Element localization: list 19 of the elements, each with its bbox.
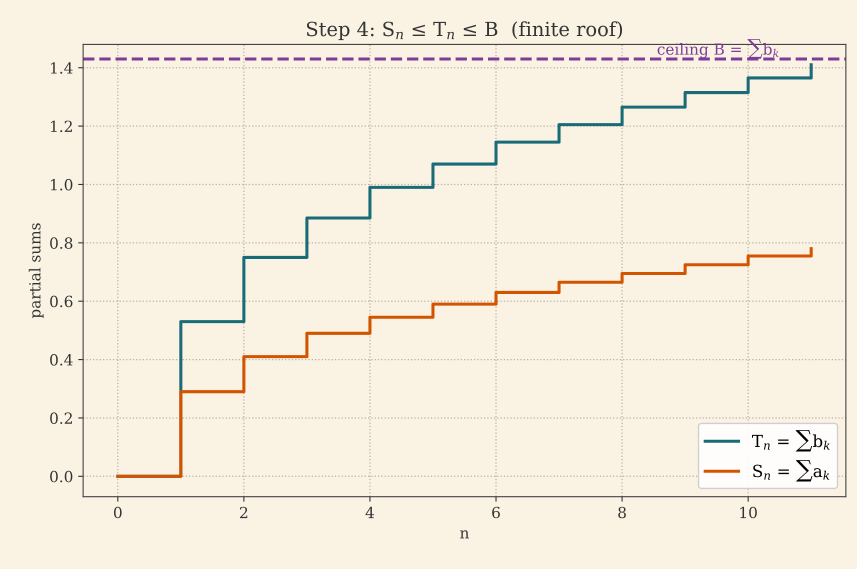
x-tick-label: 0 (114, 506, 122, 518)
legend-label: T$_{n}$ = ∑b$_{k}$ (752, 430, 830, 452)
y-tick-label: 1.2 (50, 120, 72, 132)
x-tick-label: 10 (740, 506, 757, 518)
x-tick-label: 4 (366, 506, 374, 518)
y-tick-label: 1.0 (50, 178, 72, 190)
y-tick-label: 0.6 (50, 296, 72, 308)
x-tick-label: 8 (618, 506, 626, 518)
y-tick-label: 0.2 (50, 412, 72, 424)
y-tick-label: 1.4 (50, 62, 73, 74)
x-tick-label: 6 (492, 506, 500, 518)
y-tick-label: 0.0 (50, 470, 72, 482)
y-tick-label: 0.8 (50, 237, 72, 249)
chart-title: Step 4: S$_{n}$ ≤ T$_{n}$ ≤ B (finite roof) (306, 21, 622, 40)
y-tick-label: 0.4 (50, 354, 73, 366)
x-tick-label: 2 (240, 506, 248, 518)
legend-label: S$_{n}$ = ∑a$_{k}$ (753, 460, 830, 482)
y-axis-title: partial sums (28, 223, 44, 318)
x-axis-title: n (460, 530, 469, 538)
